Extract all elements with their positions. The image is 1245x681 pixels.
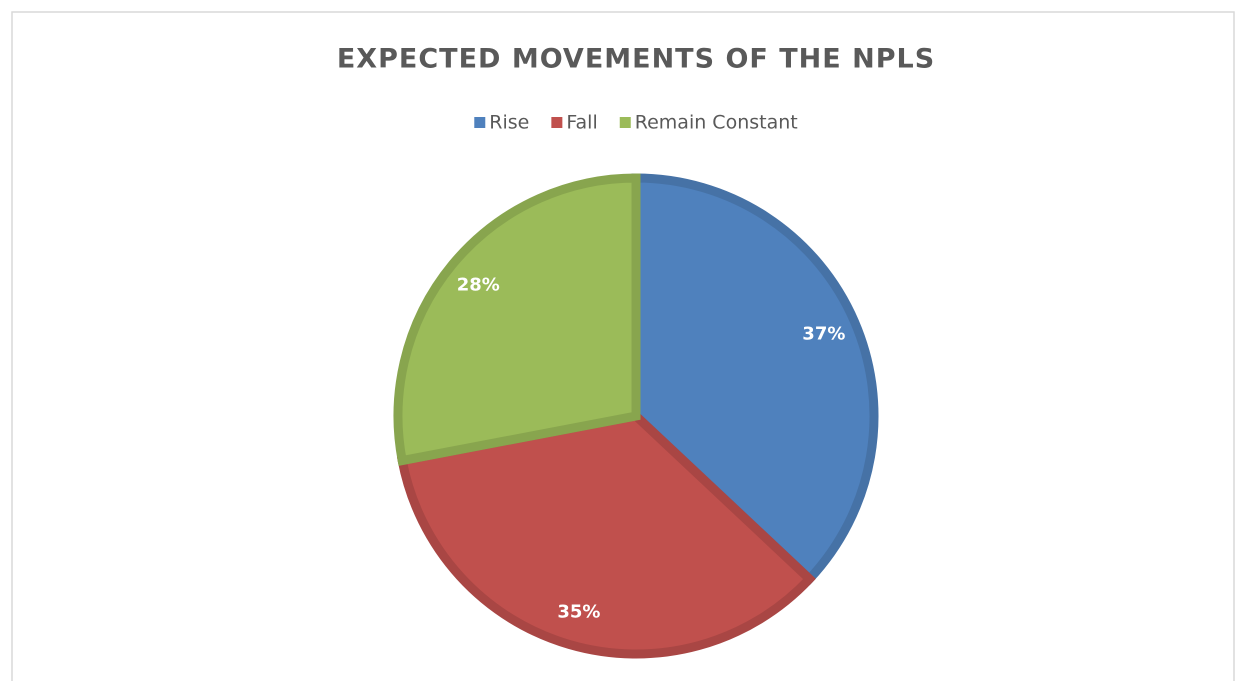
legend-swatch xyxy=(474,117,486,128)
data-label: 28% xyxy=(457,275,500,296)
chart-title: EXPECTED MOVEMENTS OF THE NPLS xyxy=(337,44,935,75)
data-label: 35% xyxy=(557,602,600,623)
legend-label: Rise xyxy=(489,112,529,134)
data-label: 37% xyxy=(802,324,845,345)
pie-slice xyxy=(631,173,879,586)
legend-swatch xyxy=(551,117,563,128)
pie-slice xyxy=(393,173,641,466)
legend: Rise Fall Remain Constant xyxy=(474,112,798,134)
legend-label: Fall xyxy=(566,112,597,134)
legend-label: Remain Constant xyxy=(635,112,798,134)
legend-swatch xyxy=(619,117,631,128)
pie: 37% 35% 28% xyxy=(393,173,879,659)
pie-slice xyxy=(396,411,816,659)
